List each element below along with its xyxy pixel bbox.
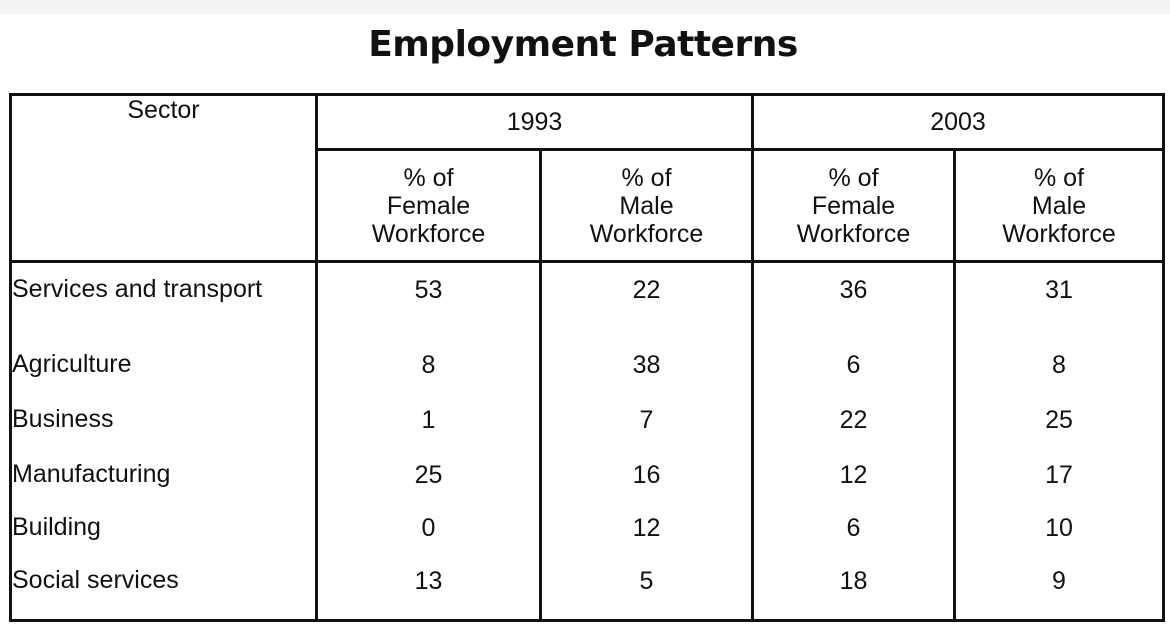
subheader-line: Workforce (796, 219, 911, 248)
sector-cell: Services and transport (10, 261, 318, 350)
sector-cell: Social services (10, 565, 318, 621)
sector-cell: Business (10, 404, 318, 460)
value-cell: 31 (954, 261, 1165, 350)
value-cell: 13 (316, 565, 542, 621)
subheader-2003-female: % of Female Workforce (752, 149, 956, 263)
sector-cell: Building (10, 512, 318, 566)
header-row-subheaders: % of Female Workforce % of Male Workforc… (11, 149, 1164, 263)
subheader-line: % of (621, 163, 672, 192)
table-row: Social services 13 5 18 9 (10, 565, 1165, 621)
top-strip (0, 0, 1170, 14)
header-row-years: Sector 1993 2003 (10, 94, 1164, 263)
value-cell: 12 (540, 512, 754, 566)
subheader-line: % of (403, 163, 454, 192)
table-row: Building 0 12 6 10 (10, 512, 1165, 566)
table-row: Agriculture 8 38 6 8 (10, 349, 1165, 405)
subheader-line: Female (386, 191, 471, 220)
value-cell: 12 (752, 459, 956, 513)
value-cell: 9 (954, 565, 1165, 621)
table-row: Manufacturing 25 16 12 17 (10, 459, 1165, 513)
value-cell: 38 (540, 349, 754, 405)
value-cell: 22 (540, 261, 754, 350)
sector-column-header: Sector (10, 94, 318, 263)
value-cell: 36 (752, 261, 956, 350)
value-cell: 8 (316, 349, 542, 405)
value-cell: 5 (540, 565, 754, 621)
subheader-line: Workforce (589, 219, 704, 248)
value-cell: 10 (954, 512, 1165, 566)
subheader-1993-male: % of Male Workforce (540, 149, 754, 263)
value-cell: 25 (954, 404, 1165, 460)
value-cell: 18 (752, 565, 956, 621)
subheader-line: % of (1033, 163, 1085, 192)
value-cell: 7 (540, 404, 754, 460)
subheader-2003-male: % of Male Workforce (954, 149, 1164, 263)
subheader-line: % of (828, 163, 879, 192)
chart-title: Employment Patterns (368, 24, 798, 65)
value-cell: 0 (316, 512, 542, 566)
sector-cell: Agriculture (10, 349, 318, 405)
value-cell: 53 (316, 261, 542, 350)
table-row: Business 1 7 22 25 (10, 404, 1165, 460)
value-cell: 6 (752, 349, 956, 405)
table-row: Services and transport 53 22 36 31 (10, 261, 1165, 350)
sector-cell: Manufacturing (10, 459, 318, 513)
subheader-line: Workforce (371, 219, 486, 248)
subheader-line: Male (619, 191, 674, 220)
value-cell: 6 (752, 512, 956, 566)
value-cell: 8 (954, 349, 1165, 405)
value-cell: 17 (954, 459, 1165, 513)
year-header-1993: 1993 (316, 94, 754, 151)
subheader-line: Male (1031, 191, 1087, 220)
year-header-2003: 2003 (752, 94, 1164, 151)
employment-table: Sector 1993 2003 % of Female Workforce %… (9, 93, 1165, 622)
value-cell: 1 (316, 404, 542, 460)
value-cell: 22 (752, 404, 956, 460)
subheader-line: Workforce (1002, 219, 1116, 248)
subheader-line: Female (811, 191, 896, 220)
value-cell: 25 (316, 459, 542, 513)
value-cell: 16 (540, 459, 754, 513)
subheader-1993-female: % of Female Workforce (316, 149, 542, 263)
